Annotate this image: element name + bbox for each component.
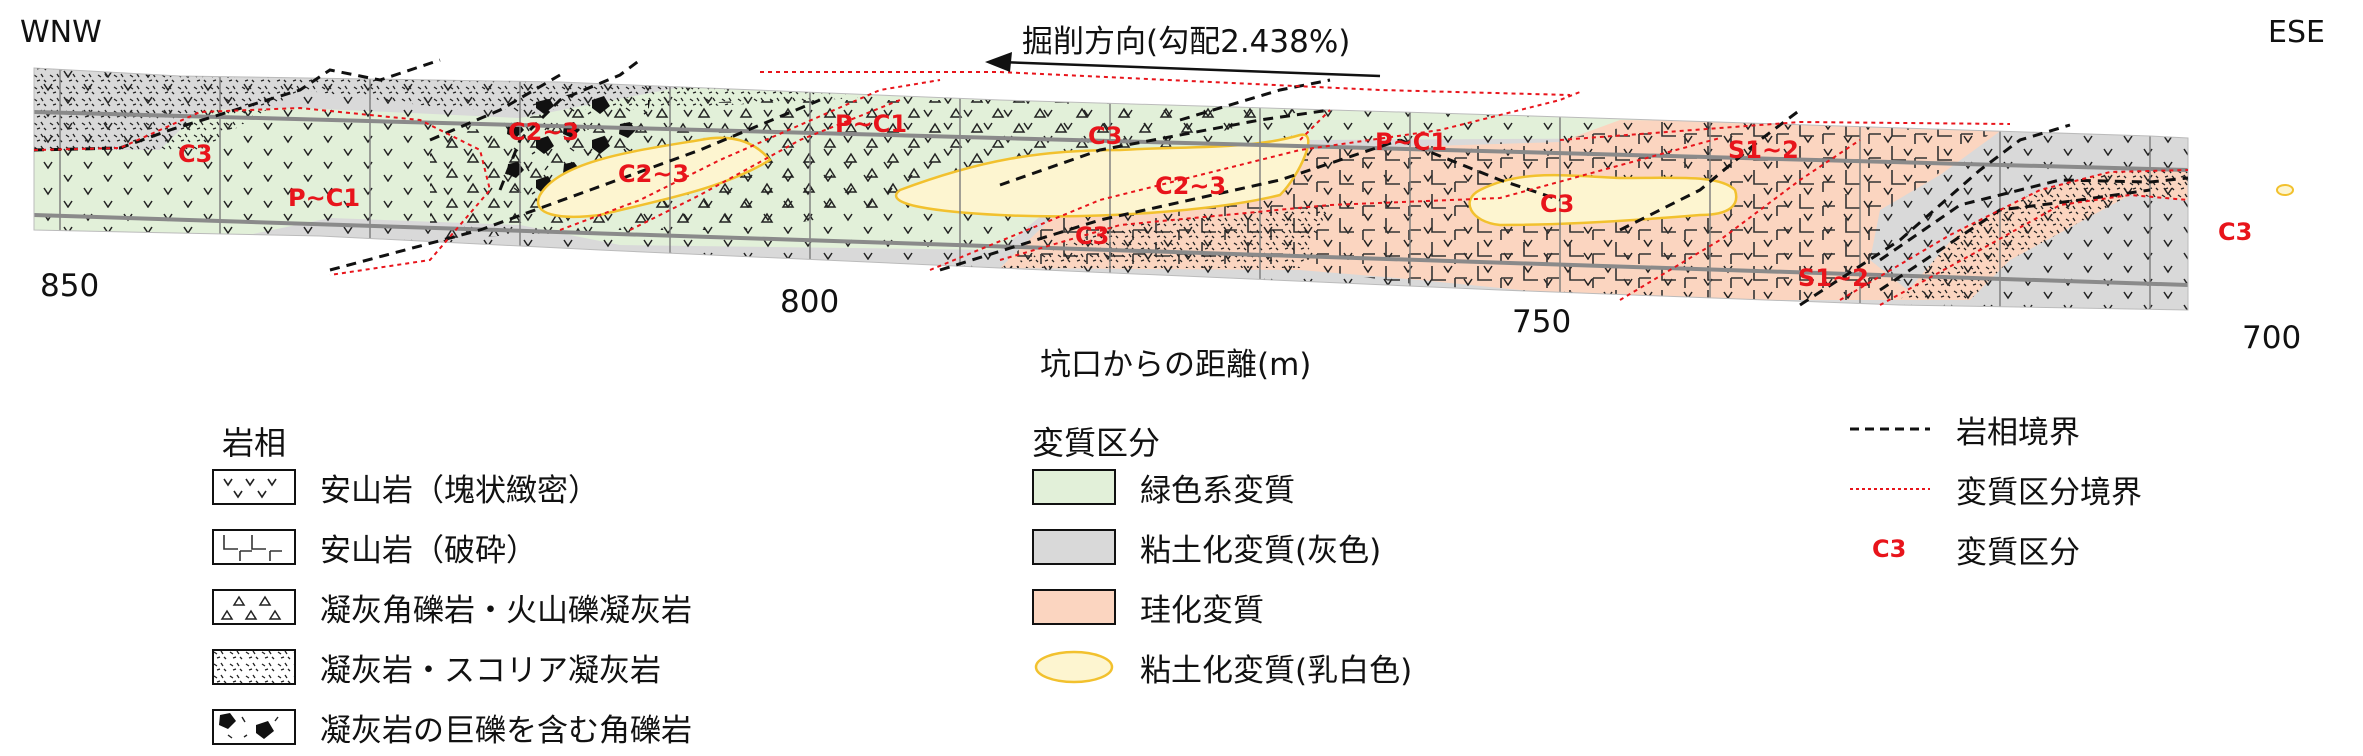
legend-item-cream-clay: 粘土化変質(乳白色) (1032, 648, 1412, 689)
legend-label: 凝灰角礫岩・火山礫凝灰岩 (320, 592, 692, 629)
tuff-breccia-swatch (212, 589, 296, 625)
legend-item-alteration-class: C3 変質区分 (1848, 530, 2080, 571)
legend-label: 岩相境界 (1956, 414, 2080, 451)
section-outline (33, 67, 2189, 311)
zone-label-group: C3 P~C1 C2~3 C2~3 P~C1 C3 C2~3 C3 P~C1 S… (178, 110, 2252, 292)
orientation-right: ESE (2268, 15, 2325, 50)
zone-label: C3 (1540, 190, 1574, 218)
alteration-boundaries (33, 71, 2189, 306)
legend-item-silicification: 珪化変質 (1032, 588, 1264, 629)
zone-label: C2~3 (1155, 172, 1226, 200)
legend-item-boulder-breccia: 凝灰岩の巨礫を含む角礫岩 (212, 708, 692, 749)
alteration-class-swatch: C3 (1872, 535, 1906, 563)
excavation-direction-arrow (985, 52, 1381, 78)
alteration-boundary-swatch (1850, 488, 1930, 490)
legend-label: 凝灰岩の巨礫を含む角礫岩 (320, 712, 692, 749)
legend-item-green-alteration: 緑色系変質 (1032, 468, 1295, 509)
legend-item-andesite-massive: 安山岩（塊状緻密） (212, 468, 599, 509)
andesite-fractured-swatch (212, 529, 296, 565)
alteration-class-sample: C3 (1872, 535, 1906, 563)
legend-label: 凝灰岩・スコリア凝灰岩 (320, 652, 661, 689)
andesite-massive-swatch (212, 469, 296, 505)
gray-clay-swatch (1032, 529, 1116, 565)
tuff-scoria-swatch (212, 649, 296, 685)
zone-label: P~C1 (288, 184, 360, 212)
legend-item-tuff-scoria: 凝灰岩・スコリア凝灰岩 (212, 648, 661, 689)
orientation-left: WNW (20, 15, 102, 50)
alteration-legend-title: 変質区分 (1032, 424, 1161, 462)
zone-label: P~C1 (1375, 128, 1447, 156)
axis-tick-label: 750 (1512, 304, 1571, 340)
legend-label: 粘土化変質(灰色) (1140, 532, 1382, 569)
legend-label: 粘土化変質(乳白色) (1140, 652, 1413, 689)
legend-label: 安山岩（破砕） (320, 532, 537, 569)
zone-label: S1~2 (1798, 264, 1869, 292)
green-alteration-swatch (1032, 469, 1116, 505)
axis-ticks: 850 800 750 700 (40, 268, 2301, 356)
boulder-breccia-swatch (212, 709, 296, 745)
zone-label: S1~2 (1728, 136, 1799, 164)
lithology-boundary-swatch (1850, 427, 1930, 431)
direction-label: 掘削方向(勾配2.438%) (1022, 24, 1350, 60)
legend-item-andesite-fractured: 安山岩（破砕） (212, 528, 537, 569)
legend-label: 変質区分境界 (1956, 474, 2142, 511)
zone-label: C2~3 (618, 160, 689, 188)
zone-label: C2~3 (508, 118, 579, 146)
legend-item-lithology-boundary: 岩相境界 (1848, 410, 2080, 451)
axis-tick-label: 700 (2242, 320, 2301, 356)
legend-item-gray-clay: 粘土化変質(灰色) (1032, 528, 1381, 569)
lithology-boundaries (33, 58, 2189, 307)
legend-label: 珪化変質 (1140, 592, 1264, 629)
zone-label: C3 (1075, 222, 1109, 250)
zone-label: C3 (178, 140, 212, 168)
legend-item-tuff-breccia: 凝灰角礫岩・火山礫凝灰岩 (212, 588, 692, 629)
lithology-legend-title: 岩相 (222, 424, 287, 462)
zone-label: C3 (2218, 218, 2252, 246)
geologic-cross-section: WNW ESE 掘削方向(勾配2.438%) C3 P~C1 C2~3 C2~3… (20, 15, 2325, 380)
legend-label: 緑色系変質 (1140, 472, 1295, 509)
legend-label: 変質区分 (1956, 534, 2080, 571)
legend-item-alteration-boundary: 変質区分境界 (1848, 470, 2142, 511)
zone-label: C3 (1088, 122, 1122, 150)
silicification-swatch (1032, 589, 1116, 625)
cream-clay-swatch (1034, 650, 1114, 684)
zone-label: P~C1 (835, 110, 907, 138)
legend-label: 安山岩（塊状緻密） (320, 472, 599, 509)
axis-label: 坑口からの距離(m) (1040, 347, 1311, 380)
axis-tick-label: 800 (780, 284, 839, 320)
axis-tick-label: 850 (40, 268, 99, 304)
